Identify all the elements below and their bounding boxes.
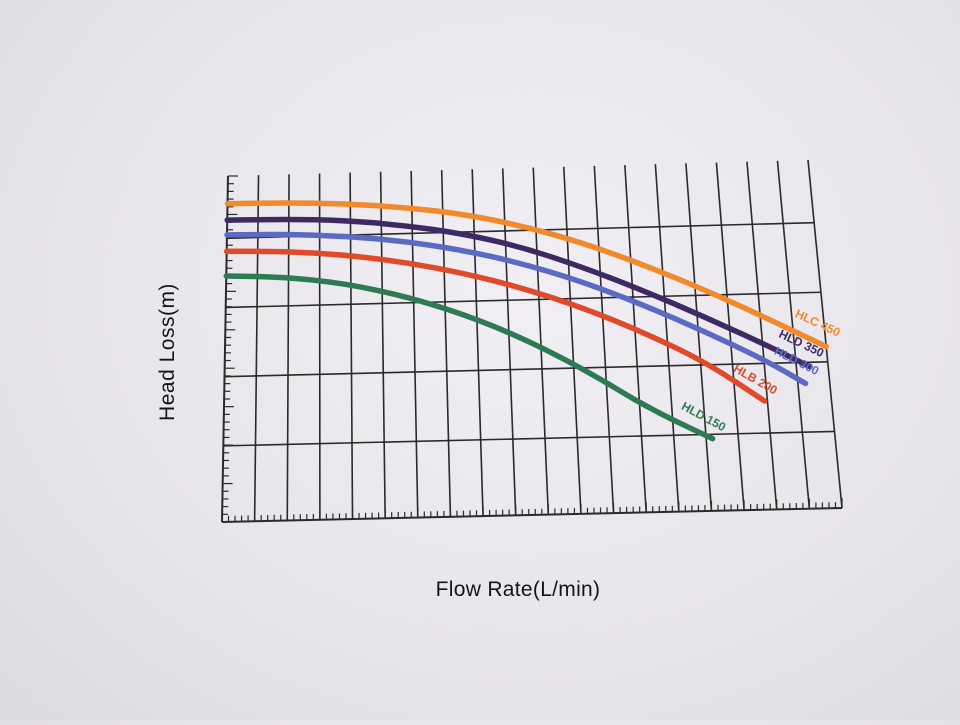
grid-line-vertical: [625, 165, 646, 512]
x-axis-line: [222, 508, 842, 522]
x-axis-label: Flow Rate(L/min): [436, 578, 601, 602]
grid-line-vertical: [594, 166, 613, 513]
y-axis-label: Head Loss(m): [156, 283, 180, 421]
grid-line-vertical: [686, 163, 712, 511]
grid-line-vertical: [411, 171, 418, 518]
grid-line-vertical: [533, 168, 548, 515]
grid-line-horizontal: [223, 431, 834, 445]
series-line: [227, 235, 806, 384]
grid-line-vertical: [472, 169, 483, 516]
y-axis-line: [222, 176, 228, 522]
grid-line-vertical: [287, 174, 289, 520]
grid-line-vertical: [442, 170, 451, 517]
grid-line-vertical: [350, 173, 352, 519]
grid-line-vertical: [564, 167, 581, 514]
grid-line-vertical: [255, 175, 259, 521]
